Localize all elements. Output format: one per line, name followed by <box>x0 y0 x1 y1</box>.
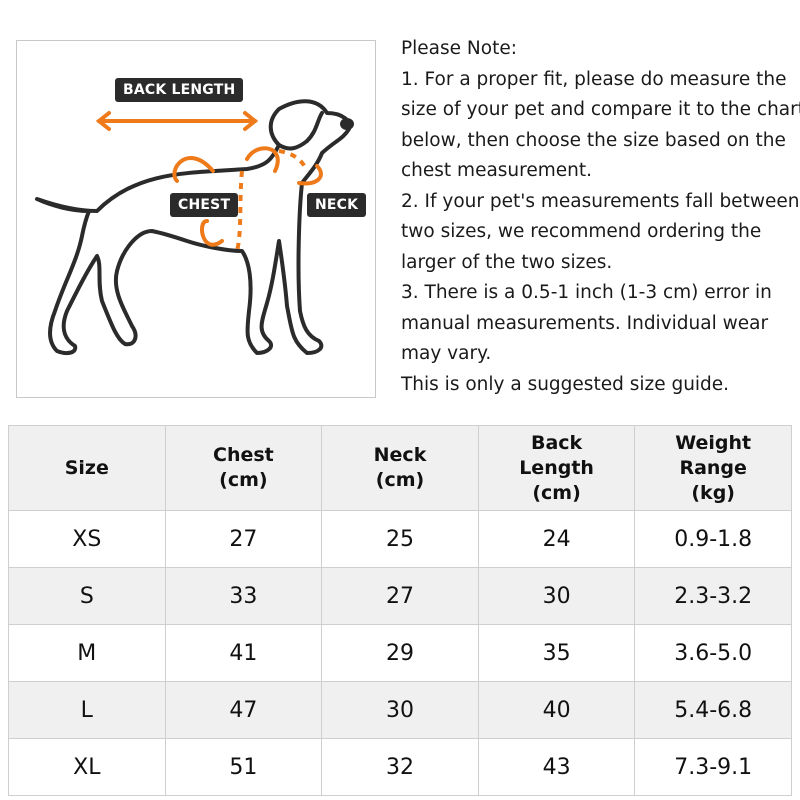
table-cell: 51 <box>164 738 323 796</box>
table-cell: 32 <box>321 738 479 796</box>
header-text: Length <box>519 456 594 479</box>
note-line: 1. For a proper fit, please do measure t… <box>401 68 787 90</box>
table-cell: 40 <box>477 681 636 739</box>
note-line: two sizes, we recommend ordering the <box>401 221 762 242</box>
table-row: XL 51 32 43 7.3-9.1 <box>8 738 792 796</box>
dog-measurement-illustration: BACK LENGTH CHEST NECK <box>16 40 376 398</box>
table-cell: 43 <box>477 738 636 796</box>
table-cell: 30 <box>477 567 636 625</box>
note-line: manual measurements. Individual wear <box>401 312 769 334</box>
note-line: 2. If your pet's measurements fall betwe… <box>401 190 800 212</box>
header-back-length: Back Length (cm) <box>477 425 636 511</box>
note-line: may vary. <box>401 343 492 364</box>
note-line: larger of the two sizes. <box>401 251 613 273</box>
table-cell: M <box>8 624 166 682</box>
table-cell: S <box>8 567 166 625</box>
table-cell: 0.9-1.8 <box>634 510 792 568</box>
header-text: Range <box>679 456 747 479</box>
table-cell: 30 <box>321 681 479 739</box>
header-text: Neck <box>373 444 427 466</box>
chest-label: CHEST <box>170 193 239 217</box>
table-cell: 5.4-6.8 <box>634 681 792 739</box>
size-chart-table: Size Chest (cm) Neck (cm) Back Length (cm) W… <box>8 425 792 796</box>
table-cell: 33 <box>164 567 323 625</box>
table-row: S 33 27 30 2.3-3.2 <box>8 567 792 625</box>
table-cell: 7.3-9.1 <box>634 738 792 796</box>
table-cell: 41 <box>164 624 323 682</box>
table-row: L 47 30 40 5.4-6.8 <box>8 681 792 739</box>
dog-outline-icon <box>35 99 354 356</box>
header-neck: Neck (cm) <box>321 425 479 511</box>
header-text: Chest <box>213 444 274 466</box>
table-cell: 47 <box>164 681 323 739</box>
table-cell: 3.6-5.0 <box>634 624 792 682</box>
table-header-row: Size Chest (cm) Neck (cm) Back Length (cm) W… <box>8 425 792 511</box>
table-cell: 25 <box>321 510 479 568</box>
table-cell: XL <box>8 738 166 796</box>
note-line: 3. There is a 0.5-1 inch (1-3 cm) error … <box>401 282 772 303</box>
table-cell: L <box>8 681 166 739</box>
header-text: (cm) <box>219 469 268 491</box>
header-text: Weight <box>675 431 752 454</box>
header-weight-range: Weight Range (kg) <box>634 425 792 511</box>
note-line: chest measurement. <box>401 160 592 181</box>
table-cell: XS <box>8 510 166 568</box>
header-text: (kg) <box>691 481 735 504</box>
size-note: Please Note: 1. For a proper fit, please… <box>401 34 800 400</box>
back-length-label: BACK LENGTH <box>115 78 244 102</box>
table-row: M 41 29 35 3.6-5.0 <box>8 624 792 682</box>
header-chest: Chest (cm) <box>164 425 323 511</box>
header-text: Size <box>64 456 109 479</box>
table-cell: 24 <box>477 510 636 568</box>
table-cell: 35 <box>477 624 636 682</box>
table-cell: 2.3-3.2 <box>634 567 792 625</box>
neck-label: NECK <box>307 193 367 217</box>
header-size: Size <box>8 425 166 511</box>
table-cell: 27 <box>164 510 323 568</box>
table-cell: 29 <box>321 624 479 682</box>
header-text: (cm) <box>532 481 581 504</box>
header-text: (cm) <box>375 469 425 491</box>
header-text: Back <box>530 431 583 454</box>
note-line: This is only a suggested size guide. <box>401 373 730 395</box>
table-cell: 27 <box>321 567 479 625</box>
note-line: below, then choose the size based on the <box>401 129 786 151</box>
note-line: Please Note: <box>401 38 517 59</box>
note-line: size of your pet and compare it to the c… <box>401 99 800 120</box>
table-row: XS 27 25 24 0.9-1.8 <box>8 510 792 568</box>
